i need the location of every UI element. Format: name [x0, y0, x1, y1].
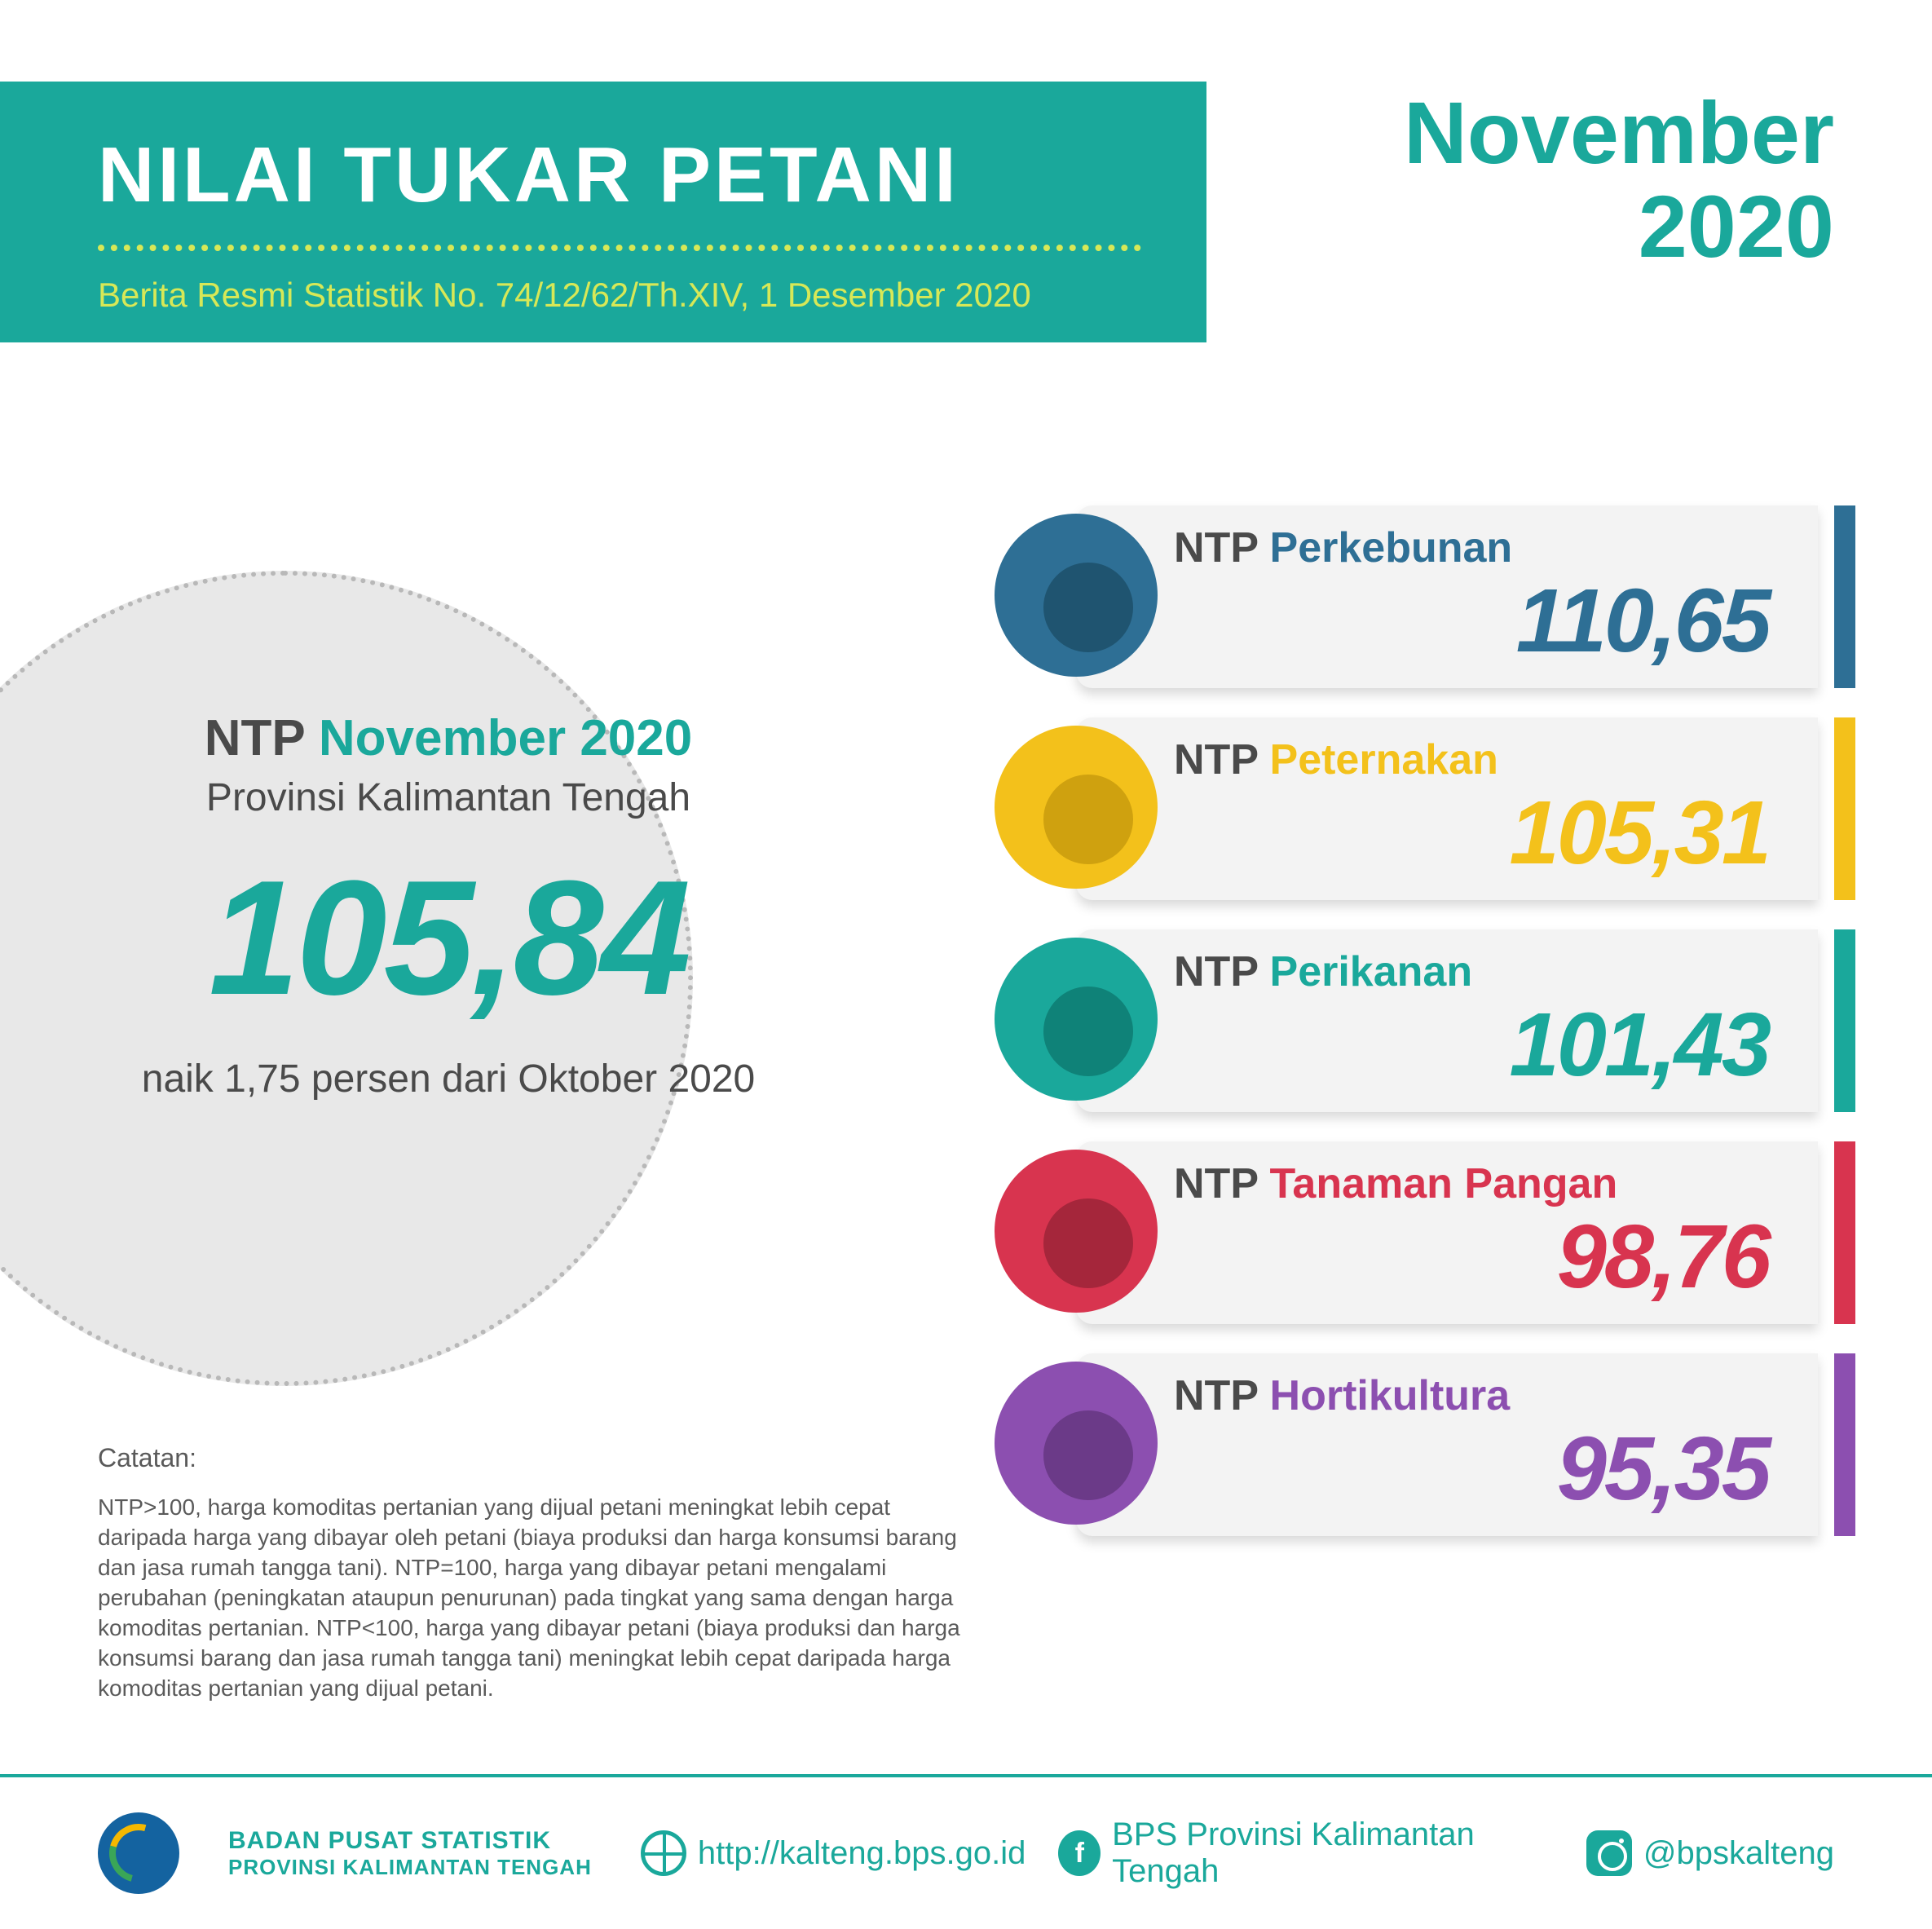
- org-line2: PROVINSI KALIMANTAN TENGAH: [228, 1855, 592, 1880]
- category-value: 105,31: [1174, 781, 1769, 885]
- category-label-name: Tanaman Pangan: [1270, 1160, 1618, 1207]
- notes-body: NTP>100, harga komoditas pertanian yang …: [98, 1493, 978, 1704]
- category-label-name: Perkebunan: [1270, 524, 1513, 572]
- category-circle-icon: [995, 1362, 1158, 1525]
- globe-icon: [641, 1830, 686, 1876]
- category-box: NTP Peternakan 105,31: [1076, 717, 1818, 900]
- period-month: November: [1404, 82, 1834, 183]
- period-box: November 2020: [1404, 82, 1834, 277]
- category-list: NTP Perkebunan 110,65 NTP Peternakan 105…: [995, 505, 1834, 1565]
- category-box: NTP Tanaman Pangan 98,76: [1076, 1141, 1818, 1324]
- facebook-text: BPS Provinsi Kalimantan Tengah: [1112, 1816, 1554, 1890]
- category-label-prefix: NTP: [1174, 948, 1258, 995]
- category-label-prefix: NTP: [1174, 1372, 1258, 1419]
- category-value: 98,76: [1174, 1205, 1769, 1309]
- instagram-icon: [1586, 1830, 1632, 1876]
- category-accent-bar: [1834, 929, 1855, 1112]
- category-box: NTP Perikanan 101,43: [1076, 929, 1818, 1112]
- header-dotted-divider: [98, 245, 1141, 251]
- header-banner: NILAI TUKAR PETANI Berita Resmi Statisti…: [0, 82, 1206, 342]
- category-accent-bar: [1834, 717, 1855, 900]
- category-box: NTP Hortikultura 95,35: [1076, 1353, 1818, 1536]
- footer-links: http://kalteng.bps.go.id f BPS Provinsi …: [641, 1816, 1834, 1890]
- category-label-prefix: NTP: [1174, 736, 1258, 784]
- category-value: 101,43: [1174, 993, 1769, 1097]
- category-circle-icon: [995, 1150, 1158, 1313]
- org-line1: BADAN PUSAT STATISTIK: [228, 1827, 592, 1855]
- page-title: NILAI TUKAR PETANI: [98, 130, 1206, 220]
- category-row: NTP Perkebunan 110,65: [995, 505, 1834, 688]
- category-label-name: Peternakan: [1270, 736, 1498, 784]
- main-stat: NTP November 2020 Provinsi Kalimantan Te…: [82, 709, 815, 1101]
- category-label-prefix: NTP: [1174, 1160, 1258, 1207]
- header-subtitle: Berita Resmi Statistik No. 74/12/62/Th.X…: [98, 276, 1206, 315]
- category-box: NTP Perkebunan 110,65: [1076, 505, 1818, 688]
- website-text: http://kalteng.bps.go.id: [698, 1835, 1026, 1872]
- category-value: 95,35: [1174, 1417, 1769, 1521]
- category-accent-bar: [1834, 505, 1855, 688]
- category-label: NTP Hortikultura: [1174, 1371, 1769, 1420]
- org-name: BADAN PUSAT STATISTIK PROVINSI KALIMANTA…: [228, 1827, 592, 1880]
- category-row: NTP Tanaman Pangan 98,76: [995, 1141, 1834, 1324]
- notes-section: Catatan: NTP>100, harga komoditas pertan…: [98, 1443, 978, 1704]
- category-row: NTP Hortikultura 95,35: [995, 1353, 1834, 1536]
- main-value: 105,84: [82, 845, 815, 1032]
- category-label-prefix: NTP: [1174, 524, 1258, 572]
- category-label-name: Perikanan: [1270, 948, 1473, 995]
- instagram-text: @bpskalteng: [1643, 1835, 1834, 1872]
- main-change: naik 1,75 persen dari Oktober 2020: [82, 1057, 815, 1101]
- main-stat-label: NTP November 2020: [82, 709, 815, 767]
- main-label-prefix: NTP: [205, 710, 305, 766]
- main-province: Provinsi Kalimantan Tengah: [82, 775, 815, 820]
- category-value: 110,65: [1174, 569, 1769, 673]
- category-accent-bar: [1834, 1353, 1855, 1536]
- category-row: NTP Peternakan 105,31: [995, 717, 1834, 900]
- category-circle-icon: [995, 938, 1158, 1101]
- category-row: NTP Perikanan 101,43: [995, 929, 1834, 1112]
- instagram-link[interactable]: @bpskalteng: [1586, 1830, 1834, 1876]
- category-circle-icon: [995, 514, 1158, 677]
- category-label: NTP Perikanan: [1174, 947, 1769, 996]
- category-label-name: Hortikultura: [1270, 1372, 1511, 1419]
- category-accent-bar: [1834, 1141, 1855, 1324]
- category-label: NTP Tanaman Pangan: [1174, 1159, 1769, 1208]
- bps-logo-icon: [98, 1812, 179, 1894]
- main-label-suffix: November 2020: [319, 710, 692, 766]
- category-label: NTP Peternakan: [1174, 735, 1769, 784]
- facebook-link[interactable]: f BPS Provinsi Kalimantan Tengah: [1058, 1816, 1554, 1890]
- notes-title: Catatan:: [98, 1443, 978, 1473]
- category-label: NTP Perkebunan: [1174, 523, 1769, 572]
- footer-bar: BADAN PUSAT STATISTIK PROVINSI KALIMANTA…: [0, 1774, 1932, 1929]
- category-circle-icon: [995, 726, 1158, 889]
- facebook-icon: f: [1058, 1830, 1101, 1876]
- website-link[interactable]: http://kalteng.bps.go.id: [641, 1830, 1026, 1876]
- period-year: 2020: [1404, 175, 1834, 277]
